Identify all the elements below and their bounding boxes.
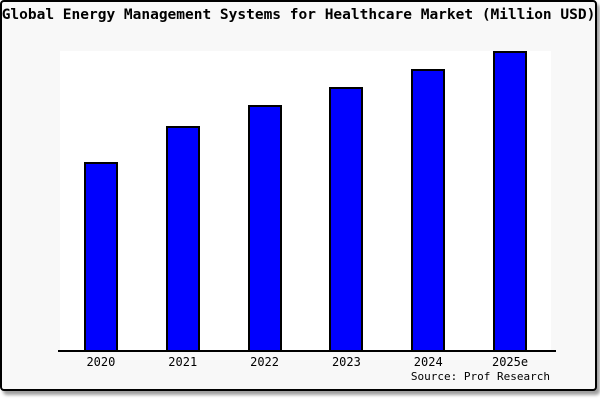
x-tick-label-2022: 2022 [250,355,280,369]
x-tick-label-2021: 2021 [168,355,198,369]
chart-card: Global Energy Management Systems for Hea… [0,0,597,391]
bar-band [469,51,551,350]
x-tick-label-2024: 2024 [413,355,443,369]
bar-band [142,51,224,350]
bar-band [305,51,387,350]
plot-bands [60,51,551,350]
chart-title-container: Global Energy Management Systems for Hea… [2,7,595,23]
bar-2025e [493,51,528,350]
bar-band [60,51,142,350]
plot-area [60,51,551,350]
bar-2023 [329,86,364,350]
x-tick-label-2020: 2020 [86,355,116,369]
bar-band [224,51,306,350]
source-label: Source: Prof Research [410,370,550,383]
x-axis-line [58,350,556,352]
x-tick-label-2023: 2023 [331,355,361,369]
chart-title: Global Energy Management Systems for Hea… [2,7,595,23]
bar-2020 [83,161,118,350]
x-tick-label-2025e: 2025e [491,355,529,369]
bar-2022 [247,104,282,350]
bar-band [387,51,469,350]
bar-2021 [165,125,200,350]
x-tick-row: 2020 2021 2022 2023 2024 2025e [60,355,551,370]
bar-2024 [411,68,446,350]
